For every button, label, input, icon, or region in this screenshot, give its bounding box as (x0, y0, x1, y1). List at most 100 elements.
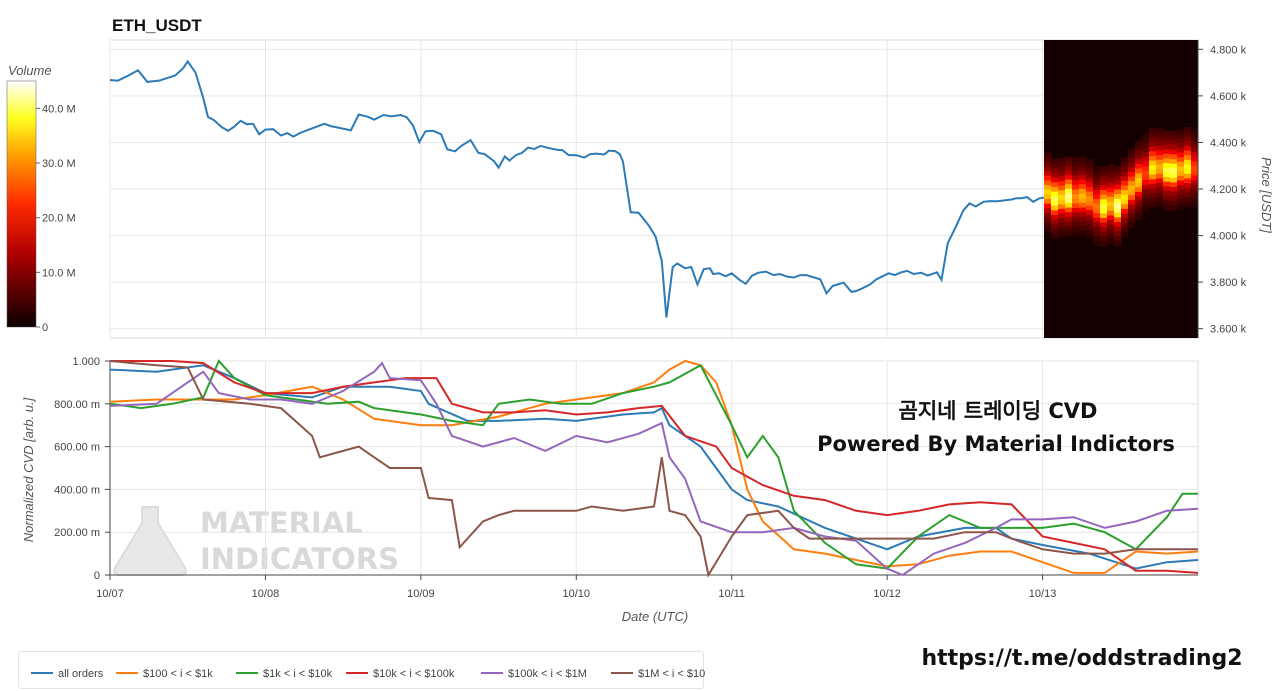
x-axis-label: Date (UTC) (622, 609, 688, 624)
price-chart-title: ETH_USDT (112, 16, 202, 35)
heatmap-cell (1086, 200, 1094, 207)
heatmap-cell (1051, 191, 1059, 197)
heatmap-cell (1058, 208, 1066, 215)
heatmap-cell (1128, 185, 1136, 191)
legend-entries: all orders $100 < i < $1k $1k < i < $10k $1… (31, 668, 705, 680)
heatmap-cell (1058, 199, 1066, 205)
x-tick-label: 10/11 (718, 588, 745, 600)
heatmap-cell (1128, 195, 1136, 201)
heatmap-cell (1142, 142, 1150, 149)
heatmap-cell (1128, 223, 1136, 229)
legend-label[interactable]: $10k < i < $100k (373, 668, 455, 680)
watermark-line2: INDICATORS (200, 542, 399, 576)
heatmap-cell (1142, 203, 1150, 209)
heatmap-cell (1142, 170, 1150, 176)
price-tick-label: 4.000 k (1210, 231, 1247, 243)
heatmap-cell (1114, 194, 1122, 200)
heatmap-cell (1079, 226, 1087, 232)
heatmap-cell (1142, 180, 1150, 186)
heatmap-cell (1107, 238, 1115, 244)
flask-icon (113, 506, 187, 576)
heatmap-cell (1170, 159, 1178, 165)
heatmap-cell (1191, 170, 1199, 176)
heatmap-cell (1044, 157, 1052, 163)
heatmap-cell (1170, 168, 1178, 174)
heatmap-cell (1163, 144, 1171, 150)
heatmap-cell (1044, 161, 1052, 167)
heatmap-cell (1114, 180, 1122, 186)
heatmap-cell (1149, 128, 1157, 134)
heatmap-cell (1114, 189, 1122, 195)
heatmap-cell (1191, 180, 1199, 186)
promo-url[interactable]: https://t.me/oddstrading2 (921, 646, 1242, 671)
heatmap-cell (1184, 169, 1192, 175)
heatmap-cell (1149, 169, 1157, 176)
heatmap-cell (1107, 187, 1115, 193)
heatmap-cell (1058, 232, 1066, 238)
heatmap-cell (1044, 222, 1052, 228)
price-y-axis: 3.600 k 3.800 k 4.000 k 4.200 k 4.400 k 4.600… (1197, 40, 1247, 338)
heatmap-cell (1142, 147, 1150, 153)
legend-label[interactable]: $100 < i < $1k (143, 668, 213, 680)
heatmap-cell (1128, 148, 1136, 154)
heatmap-cell (1128, 153, 1136, 159)
heatmap-cell (1177, 189, 1185, 195)
heatmap-cell (1191, 189, 1199, 195)
heatmap-cell (1086, 196, 1094, 202)
heatmap-cell (1065, 221, 1073, 227)
heatmap-cell (1163, 186, 1171, 192)
heatmap-cell (1156, 187, 1164, 193)
heatmap-cell (1065, 184, 1073, 190)
heatmap-cell (1079, 216, 1087, 222)
price-tick-label: 4.600 k (1210, 91, 1247, 103)
heatmap-cell (1156, 197, 1164, 203)
heatmap-cell (1184, 192, 1192, 198)
legend-label[interactable]: $1M < i < $10M (638, 668, 705, 680)
heatmap-cell (1058, 171, 1066, 177)
heatmap-cell (1163, 200, 1171, 206)
cvd-y-tick-label: 200.00 m (54, 527, 100, 539)
heatmap-cell (1065, 193, 1073, 199)
heatmap-cell (1044, 194, 1052, 200)
heatmap-cell (1065, 188, 1073, 195)
heatmap-cell (1135, 177, 1143, 184)
heatmap-cell (1100, 222, 1108, 228)
heatmap-cell (1163, 167, 1171, 173)
heatmap-cell (1093, 217, 1101, 223)
heatmap-cell (1093, 198, 1101, 205)
heatmap-cell (1170, 131, 1178, 137)
heatmap-cell (1184, 183, 1192, 189)
heatmap-cell (1170, 182, 1178, 188)
heatmap-cell (1051, 186, 1059, 193)
heatmap-cell (1114, 184, 1122, 190)
heatmap-cell (1093, 166, 1101, 172)
heatmap-cell (1051, 224, 1059, 230)
heatmap-cell (1072, 156, 1080, 163)
heatmap-cell (1065, 160, 1073, 167)
legend-label[interactable]: $1k < i < $10k (263, 668, 333, 680)
heatmap-cell (1191, 138, 1199, 144)
heatmap-cell (1058, 167, 1066, 173)
price-tick-label: 3.600 k (1210, 324, 1247, 336)
legend-label[interactable]: all orders (58, 668, 104, 680)
heatmap-cell (1051, 173, 1059, 179)
heatmap-cell (1114, 175, 1122, 181)
heatmap-cell (1142, 208, 1150, 214)
heatmap-cell (1114, 217, 1122, 223)
price-tick-label: 4.800 k (1210, 44, 1247, 56)
heatmap-cell (1072, 222, 1080, 228)
heatmap-cell (1149, 165, 1157, 171)
heatmap-cell (1177, 194, 1185, 200)
heatmap-cell (1149, 188, 1157, 194)
heatmap-cell (1184, 201, 1192, 207)
heatmap-cell (1100, 199, 1108, 205)
heatmap-cell (1170, 173, 1178, 179)
heatmap-cell (1191, 166, 1199, 172)
heatmap-cell (1058, 180, 1066, 187)
heatmap-cell (1044, 185, 1052, 191)
heatmap-cell (1156, 136, 1164, 142)
legend-label[interactable]: $100k < i < $1M (508, 668, 587, 680)
x-tick-label: 10/07 (96, 588, 124, 600)
colorbar-tick-label: 0 (42, 322, 48, 334)
heatmap-cell (1184, 155, 1192, 161)
